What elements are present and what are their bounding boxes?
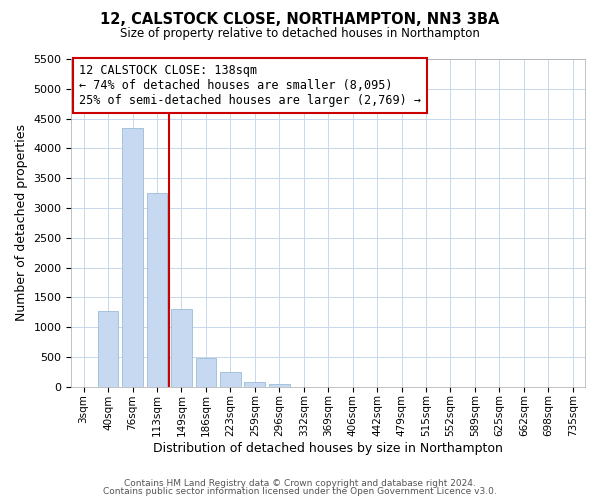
- Bar: [196, 358, 217, 386]
- Text: 12 CALSTOCK CLOSE: 138sqm
← 74% of detached houses are smaller (8,095)
25% of se: 12 CALSTOCK CLOSE: 138sqm ← 74% of detac…: [79, 64, 421, 107]
- Text: Size of property relative to detached houses in Northampton: Size of property relative to detached ho…: [120, 28, 480, 40]
- Bar: [220, 372, 241, 386]
- Bar: [244, 382, 265, 386]
- Text: Contains public sector information licensed under the Open Government Licence v3: Contains public sector information licen…: [103, 487, 497, 496]
- Bar: [269, 384, 290, 386]
- Bar: [122, 128, 143, 386]
- Text: 12, CALSTOCK CLOSE, NORTHAMPTON, NN3 3BA: 12, CALSTOCK CLOSE, NORTHAMPTON, NN3 3BA: [100, 12, 500, 28]
- Y-axis label: Number of detached properties: Number of detached properties: [15, 124, 28, 322]
- Text: Contains HM Land Registry data © Crown copyright and database right 2024.: Contains HM Land Registry data © Crown c…: [124, 478, 476, 488]
- Bar: [171, 309, 192, 386]
- Bar: [146, 193, 167, 386]
- X-axis label: Distribution of detached houses by size in Northampton: Distribution of detached houses by size …: [153, 442, 503, 455]
- Bar: [98, 311, 118, 386]
